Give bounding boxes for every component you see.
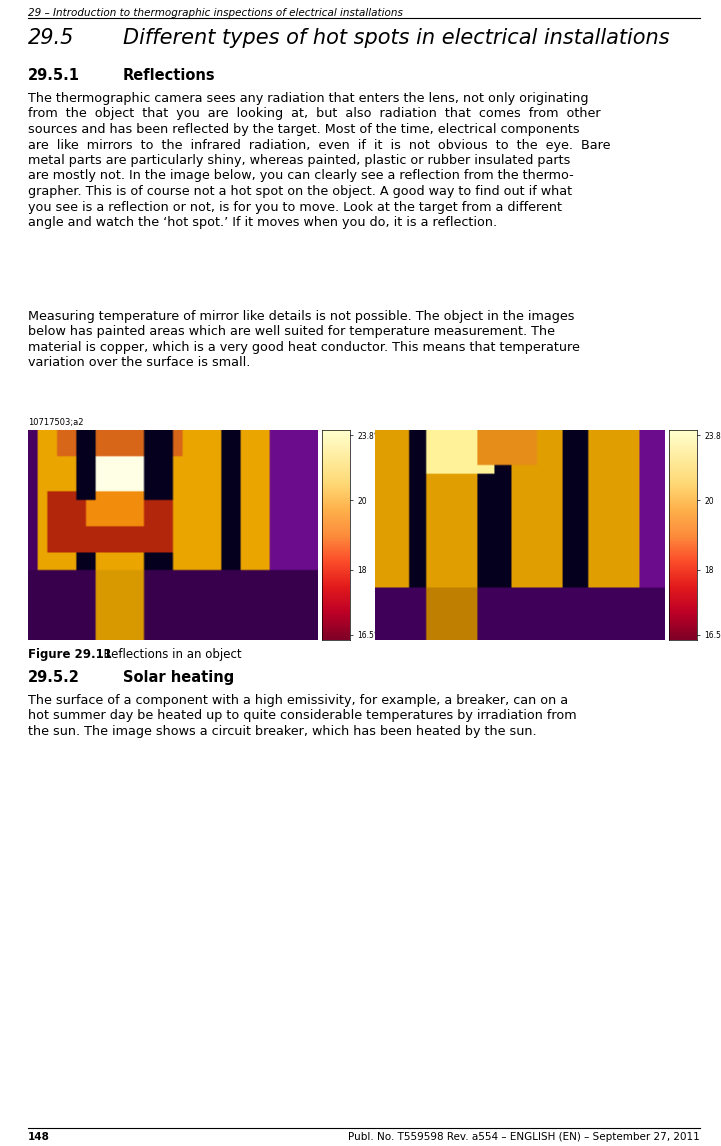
Text: 29 – Introduction to thermographic inspections of electrical installations: 29 – Introduction to thermographic inspe… bbox=[28, 8, 403, 18]
Text: The thermographic camera sees any radiation that enters the lens, not only origi: The thermographic camera sees any radiat… bbox=[28, 92, 588, 105]
Text: variation over the surface is small.: variation over the surface is small. bbox=[28, 356, 250, 369]
Text: below has painted areas which are well suited for temperature measurement. The: below has painted areas which are well s… bbox=[28, 325, 555, 338]
Text: Reflections in an object: Reflections in an object bbox=[96, 647, 242, 661]
Text: sources and has been reflected by the target. Most of the time, electrical compo: sources and has been reflected by the ta… bbox=[28, 123, 580, 136]
Text: 148: 148 bbox=[28, 1132, 50, 1143]
Text: you see is a reflection or not, is for you to move. Look at the target from a di: you see is a reflection or not, is for y… bbox=[28, 201, 562, 213]
Text: grapher. This is of course not a hot spot on the object. A good way to find out : grapher. This is of course not a hot spo… bbox=[28, 185, 572, 198]
Text: from  the  object  that  you  are  looking  at,  but  also  radiation  that  com: from the object that you are looking at,… bbox=[28, 108, 601, 120]
Text: material is copper, which is a very good heat conductor. This means that tempera: material is copper, which is a very good… bbox=[28, 342, 580, 354]
Text: 29.5.2: 29.5.2 bbox=[28, 670, 80, 685]
Text: 29.5: 29.5 bbox=[28, 28, 74, 48]
Text: Solar heating: Solar heating bbox=[123, 670, 234, 685]
Text: Measuring temperature of mirror like details is not possible. The object in the : Measuring temperature of mirror like det… bbox=[28, 311, 575, 323]
Text: are  like  mirrors  to  the  infrared  radiation,  even  if  it  is  not  obviou: are like mirrors to the infrared radiati… bbox=[28, 139, 611, 151]
Text: the sun. The image shows a circuit breaker, which has been heated by the sun.: the sun. The image shows a circuit break… bbox=[28, 725, 536, 738]
Text: are mostly not. In the image below, you can clearly see a reflection from the th: are mostly not. In the image below, you … bbox=[28, 170, 574, 182]
Text: angle and watch the ‘hot spot.’ If it moves when you do, it is a reflection.: angle and watch the ‘hot spot.’ If it mo… bbox=[28, 215, 497, 229]
Text: Publ. No. T559598 Rev. a554 – ENGLISH (EN) – September 27, 2011: Publ. No. T559598 Rev. a554 – ENGLISH (E… bbox=[348, 1132, 700, 1143]
Text: 10717503;a2: 10717503;a2 bbox=[28, 418, 84, 427]
Text: Different types of hot spots in electrical installations: Different types of hot spots in electric… bbox=[123, 28, 670, 48]
Text: The surface of a component with a high emissivity, for example, a breaker, can o: The surface of a component with a high e… bbox=[28, 694, 568, 707]
Text: Figure 29.11: Figure 29.11 bbox=[28, 647, 112, 661]
Text: metal parts are particularly shiny, whereas painted, plastic or rubber insulated: metal parts are particularly shiny, wher… bbox=[28, 154, 570, 167]
Text: hot summer day be heated up to quite considerable temperatures by irradiation fr: hot summer day be heated up to quite con… bbox=[28, 709, 577, 722]
Text: 29.5.1: 29.5.1 bbox=[28, 68, 80, 83]
Text: Reflections: Reflections bbox=[123, 68, 216, 83]
